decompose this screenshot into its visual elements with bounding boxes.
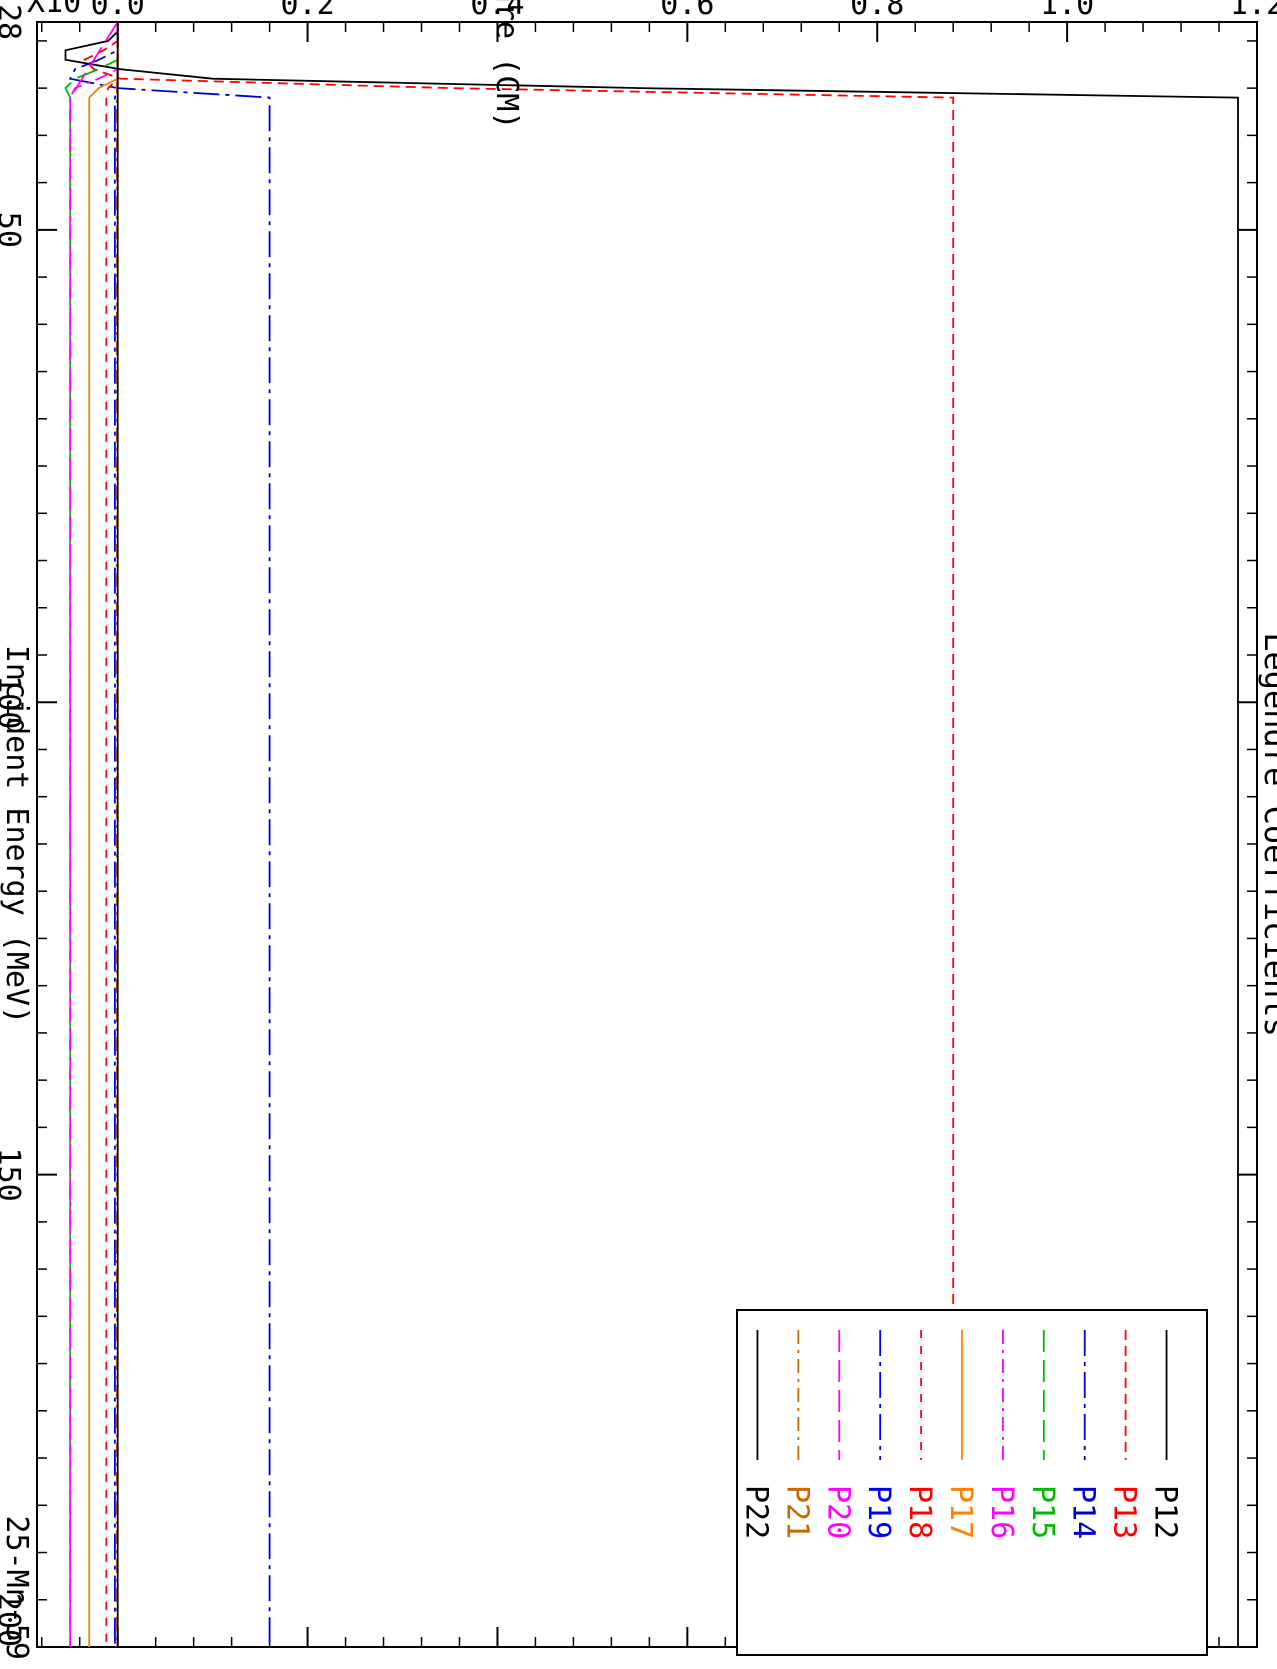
x-tick-label: 200 [0, 1593, 26, 1647]
chart-title: Legendre Coefficients [1257, 632, 1277, 1037]
plot-frame [36, 21, 1258, 1648]
y-multiplier: X10 -3 [27, 0, 126, 20]
x-tick-label: 100 [0, 675, 26, 729]
y-axis-label: Legendre (CM) [489, 0, 524, 129]
series-line-p16 [69, 22, 119, 1647]
y-axis-label-group: Legendre (CM) [489, 0, 524, 129]
x-tick-label: 50 [0, 212, 26, 248]
series-line-p13 [82, 22, 955, 1647]
legend-label: P13 [1107, 1485, 1142, 1539]
y-tick-label: 1.2 [1230, 0, 1277, 22]
series-line-p20 [69, 21, 119, 1647]
y-tick-label: 0.2 [280, 0, 334, 22]
y-multiplier-base: X10 [27, 0, 81, 20]
x-axis-label: Incident Energy (MeV) [0, 645, 34, 1024]
legend-label: P15 [1025, 1485, 1060, 1539]
x-tick-label: 150 [0, 1148, 26, 1202]
y-tick-label: 0.8 [850, 0, 904, 22]
legend-label: P17 [943, 1485, 978, 1539]
legend-label: P12 [1148, 1485, 1183, 1539]
legend-label: P18 [902, 1485, 937, 1539]
y-tick-label: 1.0 [1040, 0, 1094, 22]
y-tick-label: 0.6 [660, 0, 714, 22]
legend-label: P20 [820, 1485, 855, 1539]
y-tick-label: 0.4 [470, 0, 524, 22]
dataset-label: 25-Mn-59 [0, 1516, 34, 1661]
legend-label: P19 [861, 1485, 896, 1539]
legend-label: P16 [984, 1485, 1019, 1539]
series-line-p14 [68, 22, 271, 1647]
series-lines [64, 21, 1239, 1647]
series-line-p15 [64, 22, 119, 1647]
series-line-p17 [88, 22, 119, 1647]
y-multiplier-exponent: -3 [99, 0, 126, 4]
legend-label: P21 [779, 1485, 814, 1539]
series-line-p12 [64, 22, 1239, 1647]
x-tick-label: 28 [0, 4, 26, 40]
y-tick-label: 0.0 [91, 0, 145, 22]
legend-label: P14 [1066, 1485, 1101, 1539]
legend-label: P22 [738, 1485, 773, 1539]
legend-box [736, 1309, 1208, 1656]
